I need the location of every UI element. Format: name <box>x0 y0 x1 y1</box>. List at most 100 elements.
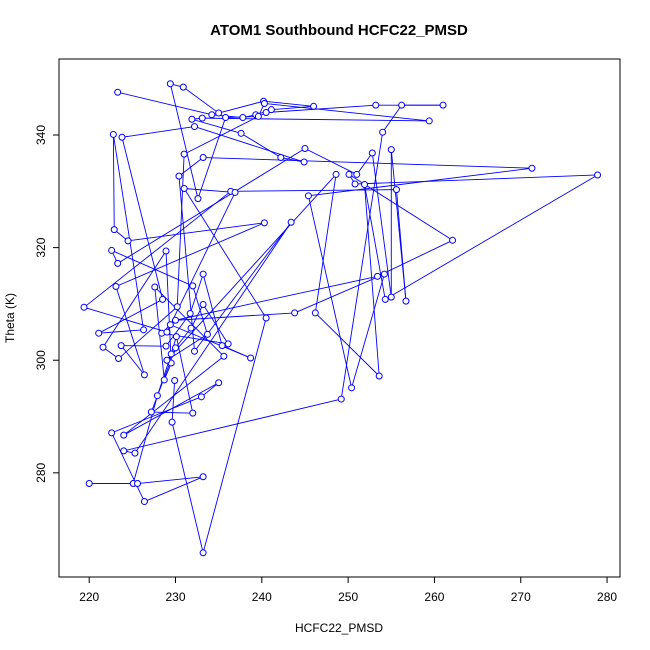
series-segment <box>165 250 172 364</box>
data-point <box>85 480 93 488</box>
data-point <box>439 101 447 109</box>
data-point <box>194 195 202 203</box>
series-layer <box>80 80 602 557</box>
data-point <box>398 101 406 109</box>
series-segment <box>194 126 305 163</box>
series-segment <box>202 317 267 553</box>
data-point <box>199 270 207 278</box>
data-point <box>337 395 345 403</box>
data-point <box>224 340 232 348</box>
data-point <box>120 431 128 439</box>
x-tick-label: 240 <box>252 590 272 604</box>
data-point <box>254 112 262 120</box>
data-point <box>115 355 123 363</box>
data-point <box>449 236 457 244</box>
x-axis-label: HCFC22_PMSD <box>295 621 383 635</box>
data-point <box>124 237 132 245</box>
series-segment <box>364 184 386 300</box>
plot-area-frame <box>58 58 621 578</box>
series-segment <box>189 273 204 314</box>
data-point <box>528 164 536 172</box>
data-point <box>345 170 353 178</box>
data-point <box>348 384 356 392</box>
data-point <box>239 114 247 122</box>
data-point <box>163 356 171 364</box>
series-segment <box>385 174 598 300</box>
series-segment <box>154 286 225 357</box>
x-tick-label: 250 <box>338 590 358 604</box>
series-segment <box>112 134 115 230</box>
series-segment <box>191 118 242 134</box>
data-point <box>392 186 400 194</box>
y-tick-label: 320 <box>34 237 48 257</box>
series-segment <box>175 312 295 321</box>
data-point <box>151 283 159 291</box>
data-point <box>208 111 216 119</box>
series-segment <box>280 157 305 163</box>
series-segment <box>115 222 265 287</box>
series-segment <box>178 157 204 177</box>
data-point <box>387 146 395 154</box>
series-segment <box>377 239 453 277</box>
series-segment <box>169 83 199 199</box>
data-point <box>197 393 205 401</box>
series-segment <box>166 174 337 361</box>
data-point <box>267 106 275 114</box>
data-point <box>594 171 602 179</box>
series-segment <box>184 188 236 193</box>
data-point <box>189 282 197 290</box>
series-segment <box>183 188 267 319</box>
data-point <box>198 114 206 122</box>
data-point <box>118 133 126 141</box>
series-segment <box>127 222 265 242</box>
series-segment <box>183 112 267 155</box>
series-segment <box>192 285 208 335</box>
x-tick-label: 230 <box>165 590 185 604</box>
series-segment <box>263 100 314 107</box>
series-segment <box>83 306 168 333</box>
data-point <box>191 347 199 355</box>
data-point <box>153 392 161 400</box>
data-point <box>140 498 148 506</box>
x-tick-label: 260 <box>424 590 444 604</box>
y-axis: 280 300 320 340 <box>34 125 59 483</box>
series-segment <box>307 195 353 388</box>
series-segment <box>111 432 145 502</box>
series-segment <box>190 304 204 329</box>
data-point <box>203 330 211 338</box>
data-point <box>167 350 175 358</box>
data-point <box>140 371 148 379</box>
series-segment <box>175 336 194 414</box>
data-point <box>402 297 410 305</box>
data-point <box>199 154 207 162</box>
data-point <box>163 328 171 336</box>
data-point <box>353 170 361 178</box>
data-point <box>310 102 318 110</box>
series-segment <box>171 380 176 423</box>
series-segment <box>121 137 164 300</box>
series-segment <box>120 345 145 376</box>
data-point <box>375 372 383 380</box>
series-segment <box>111 250 193 287</box>
data-point <box>189 409 197 417</box>
series-segment <box>121 126 195 138</box>
series-segment <box>304 148 357 175</box>
series-segment <box>83 190 232 308</box>
data-point <box>191 123 199 131</box>
data-point <box>179 83 187 91</box>
y-tick-label: 300 <box>34 350 48 370</box>
series-segment <box>203 157 532 169</box>
x-tick-label: 270 <box>511 590 531 604</box>
series-segment <box>294 273 385 314</box>
series-segment <box>183 86 219 114</box>
data-point <box>387 293 395 301</box>
data-point <box>368 149 376 157</box>
series-segment <box>144 476 204 502</box>
series-segment <box>151 411 193 414</box>
series-segment <box>118 306 178 359</box>
series-segment <box>355 174 598 185</box>
data-point <box>180 150 188 158</box>
data-point <box>372 101 380 109</box>
data-point <box>311 309 319 317</box>
data-point <box>162 247 170 255</box>
